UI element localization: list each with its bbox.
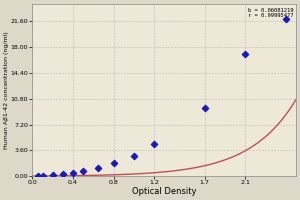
Point: [243, 53, 248, 56]
Point: [152, 142, 156, 146]
Point: [61, 173, 65, 176]
X-axis label: Optical Density: Optical Density: [132, 187, 196, 196]
Point: [96, 166, 101, 169]
Point: [283, 17, 288, 20]
Point: [50, 174, 55, 177]
Point: [81, 169, 85, 172]
Point: [70, 171, 75, 174]
Text: b = 0.06081219
r = 0.99995477: b = 0.06081219 r = 0.99995477: [248, 8, 293, 18]
Point: [202, 107, 207, 110]
Point: [40, 174, 45, 178]
Y-axis label: Human Aβ1-42 concentration (ng/ml): Human Aβ1-42 concentration (ng/ml): [4, 31, 9, 149]
Point: [111, 162, 116, 165]
Point: [35, 175, 40, 178]
Point: [131, 155, 136, 158]
